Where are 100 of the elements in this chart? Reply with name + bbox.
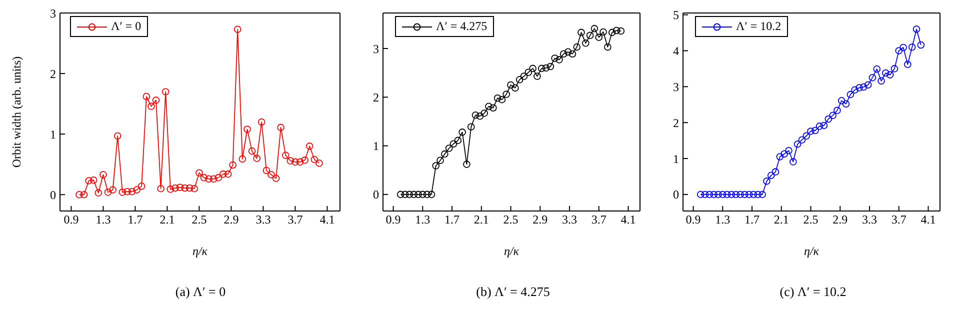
- y-tick-label: 1: [50, 127, 56, 142]
- point: [745, 190, 753, 198]
- text: (a) Λ′ = 0: [174, 284, 226, 300]
- point: [282, 152, 290, 159]
- point: [458, 128, 466, 136]
- x-tick-label: 2.1: [474, 212, 489, 227]
- point: [812, 126, 819, 134]
- point: [463, 160, 470, 168]
- point: [454, 136, 462, 144]
- point: [578, 28, 585, 36]
- y-tick-label: 3: [673, 80, 679, 94]
- point: [696, 190, 704, 198]
- x-tick-label: 2.9: [832, 212, 848, 227]
- point: [292, 158, 299, 166]
- point: [829, 112, 836, 120]
- point: [152, 96, 160, 104]
- x-axis-title: η/κ: [192, 244, 208, 258]
- legend-label: Λ′ = 0: [111, 19, 142, 34]
- point: [860, 83, 868, 91]
- point: [900, 44, 907, 52]
- point: [410, 190, 418, 198]
- point: [856, 84, 863, 92]
- point: [542, 64, 550, 72]
- text: (b) Λ′ = 4.275: [475, 284, 550, 300]
- x-tick-label: 3.7: [591, 212, 606, 227]
- point: [423, 190, 431, 198]
- x-tick-label: 1.3: [415, 212, 430, 227]
- point: [80, 191, 88, 198]
- point: [604, 43, 612, 51]
- point: [714, 190, 722, 198]
- point: [798, 136, 806, 144]
- point: [220, 170, 227, 178]
- point: [908, 43, 916, 51]
- point: [176, 184, 184, 192]
- point: [229, 161, 236, 169]
- x-tick-label: 3.3: [256, 212, 271, 227]
- point: [286, 157, 294, 164]
- point: [573, 43, 580, 51]
- point: [534, 72, 541, 80]
- point: [401, 190, 409, 198]
- x-tick-label: 0.9: [64, 212, 79, 227]
- x-tick-label: 2.9: [224, 212, 239, 227]
- point: [785, 146, 792, 154]
- x-tick-label: 2.5: [192, 212, 207, 227]
- point: [824, 115, 832, 123]
- point: [138, 182, 146, 190]
- point: [196, 169, 203, 177]
- y-tick-label: 0: [373, 188, 379, 202]
- point: [564, 48, 572, 56]
- point: [834, 106, 841, 114]
- point: [890, 65, 898, 72]
- point: [706, 190, 714, 198]
- point: [118, 188, 126, 196]
- point: [172, 184, 179, 192]
- point: [868, 74, 876, 82]
- point: [414, 190, 422, 198]
- point: [789, 158, 797, 166]
- point: [816, 122, 824, 130]
- point: [758, 190, 766, 198]
- point: [710, 190, 718, 198]
- x-tick-label: 1.7: [128, 212, 143, 227]
- x-tick-label: 4.1: [320, 212, 335, 227]
- y-tick-label: 0: [673, 188, 679, 202]
- point: [590, 24, 598, 32]
- point: [128, 188, 136, 196]
- point: [316, 160, 323, 167]
- point: [480, 110, 488, 117]
- point: [262, 166, 270, 174]
- point: [76, 191, 83, 198]
- point: [253, 154, 260, 162]
- point: [214, 174, 222, 182]
- point: [560, 50, 568, 58]
- point: [701, 190, 709, 198]
- point: [538, 64, 546, 72]
- point: [895, 47, 903, 54]
- point: [864, 81, 872, 89]
- y-tick-label: 2: [50, 66, 56, 81]
- legend-label: Λ′ = 10.2: [736, 19, 782, 34]
- point: [512, 84, 519, 92]
- point: [772, 168, 780, 176]
- point: [820, 122, 828, 130]
- point: [886, 71, 894, 78]
- point: [142, 92, 150, 100]
- point: [445, 144, 453, 152]
- point: [205, 175, 212, 183]
- point: [595, 34, 603, 41]
- point: [750, 190, 758, 198]
- point: [94, 189, 102, 196]
- y-tick-label: 3: [50, 6, 56, 20]
- x-tick-label: 4.1: [920, 212, 936, 227]
- point: [90, 176, 98, 184]
- point: [190, 184, 198, 192]
- x-tick-label: 2.1: [774, 212, 789, 227]
- point: [612, 26, 620, 34]
- x-tick-label: 2.5: [803, 212, 818, 227]
- y-tick-label: 3: [373, 42, 379, 56]
- point: [436, 156, 444, 164]
- point: [873, 65, 880, 73]
- point: [432, 162, 440, 170]
- y-tick-label: 2: [673, 116, 679, 130]
